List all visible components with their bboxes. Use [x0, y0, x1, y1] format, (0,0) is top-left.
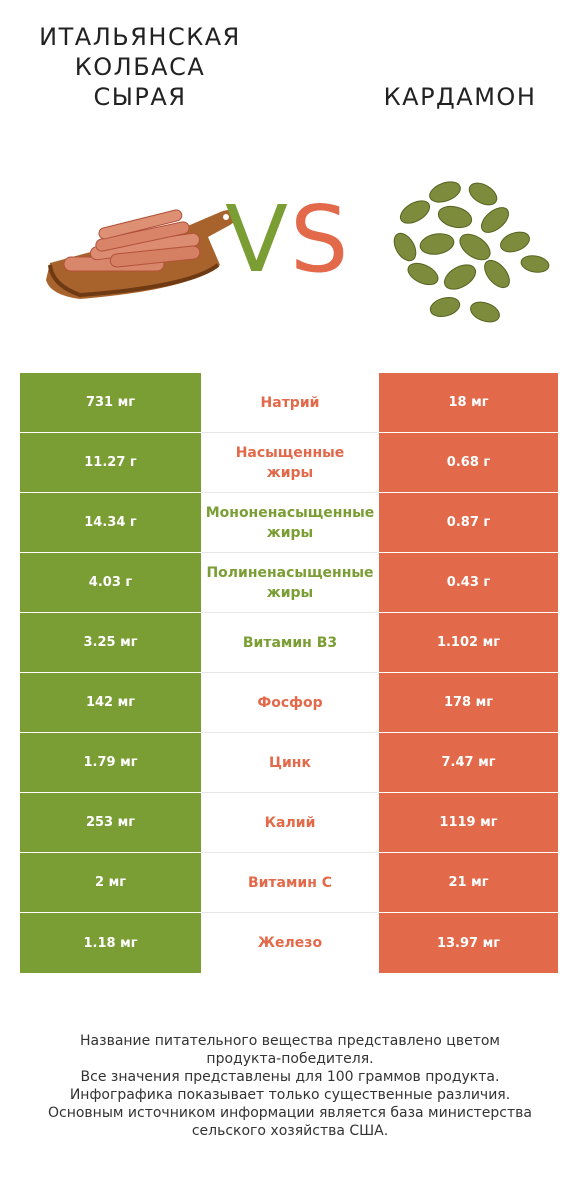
table-row: 731 мг Натрий 18 мг: [20, 373, 558, 433]
right-product-title: КАРДАМОН: [383, 83, 537, 111]
right-value: 21 мг: [379, 853, 558, 912]
footer-line: сельского хозяйства США.: [191, 1123, 389, 1139]
right-value: 1119 мг: [379, 793, 558, 852]
left-value: 731 мг: [20, 373, 201, 432]
table-row: 3.25 мг Витамин B3 1.102 мг: [20, 613, 558, 673]
left-value: 11.27 г: [20, 433, 201, 492]
table-row: 11.27 г Насыщенные жиры 0.68 г: [20, 433, 558, 493]
table-row: 4.03 г Полиненасыщенные жиры 0.43 г: [20, 553, 558, 613]
footer-line: Основным источником информации является …: [48, 1105, 532, 1121]
right-value: 0.87 г: [379, 493, 558, 552]
footer-line: Все значения представлены для 100 граммо…: [80, 1069, 500, 1085]
left-product-title: ИТАЛЬЯНСКАЯ КОЛБАСА СЫРАЯ: [39, 23, 241, 111]
table-row: 1.79 мг Цинк 7.47 мг: [20, 733, 558, 793]
nutrient-name: Мононенасыщенные жиры: [201, 493, 379, 552]
right-value: 0.68 г: [379, 433, 558, 492]
table-row: 1.18 мг Железо 13.97 мг: [20, 913, 558, 973]
nutrient-name: Витамин B3: [201, 613, 379, 672]
nutrient-name: Полиненасыщенные жиры: [201, 553, 379, 612]
table-row: 14.34 г Мононенасыщенные жиры 0.87 г: [20, 493, 558, 553]
left-value: 3.25 мг: [20, 613, 201, 672]
nutrient-name: Фосфор: [201, 673, 379, 732]
right-value: 1.102 мг: [379, 613, 558, 672]
left-value: 1.79 мг: [20, 733, 201, 792]
left-value: 14.34 г: [20, 493, 201, 552]
footer-line: Название питательного вещества представл…: [80, 1033, 500, 1049]
left-value: 253 мг: [20, 793, 201, 852]
nutrient-name: Натрий: [201, 373, 379, 432]
cardamom-image: [393, 181, 550, 323]
left-value: 1.18 мг: [20, 913, 201, 973]
table-row: 2 мг Витамин C 21 мг: [20, 853, 558, 913]
left-value: 142 мг: [20, 673, 201, 732]
nutrient-name: Насыщенные жиры: [201, 433, 379, 492]
footer-line: продукта-победителя.: [206, 1051, 374, 1067]
left-value: 2 мг: [20, 853, 201, 912]
vs-s: S: [289, 186, 351, 293]
right-value: 13.97 мг: [379, 913, 558, 973]
footer-notes: Название питательного вещества представл…: [20, 1032, 560, 1140]
right-value: 18 мг: [379, 373, 558, 432]
right-value: 178 мг: [379, 673, 558, 732]
right-value: 0.43 г: [379, 553, 558, 612]
footer-line: Инфографика показывает только существенн…: [69, 1087, 511, 1103]
right-value: 7.47 мг: [379, 733, 558, 792]
table-row: 142 мг Фосфор 178 мг: [20, 673, 558, 733]
left-value: 4.03 г: [20, 553, 201, 612]
vs-label: VS: [225, 190, 350, 290]
nutrient-name: Железо: [201, 913, 379, 973]
nutrient-name: Цинк: [201, 733, 379, 792]
comparison-table: 731 мг Натрий 18 мг 11.27 г Насыщенные жиры 0…: [20, 373, 558, 973]
vs-v: V: [225, 186, 290, 293]
nutrient-name: Калий: [201, 793, 379, 852]
sausage-image: [46, 209, 238, 299]
nutrient-name: Витамин C: [201, 853, 379, 912]
table-row: 253 мг Калий 1119 мг: [20, 793, 558, 853]
